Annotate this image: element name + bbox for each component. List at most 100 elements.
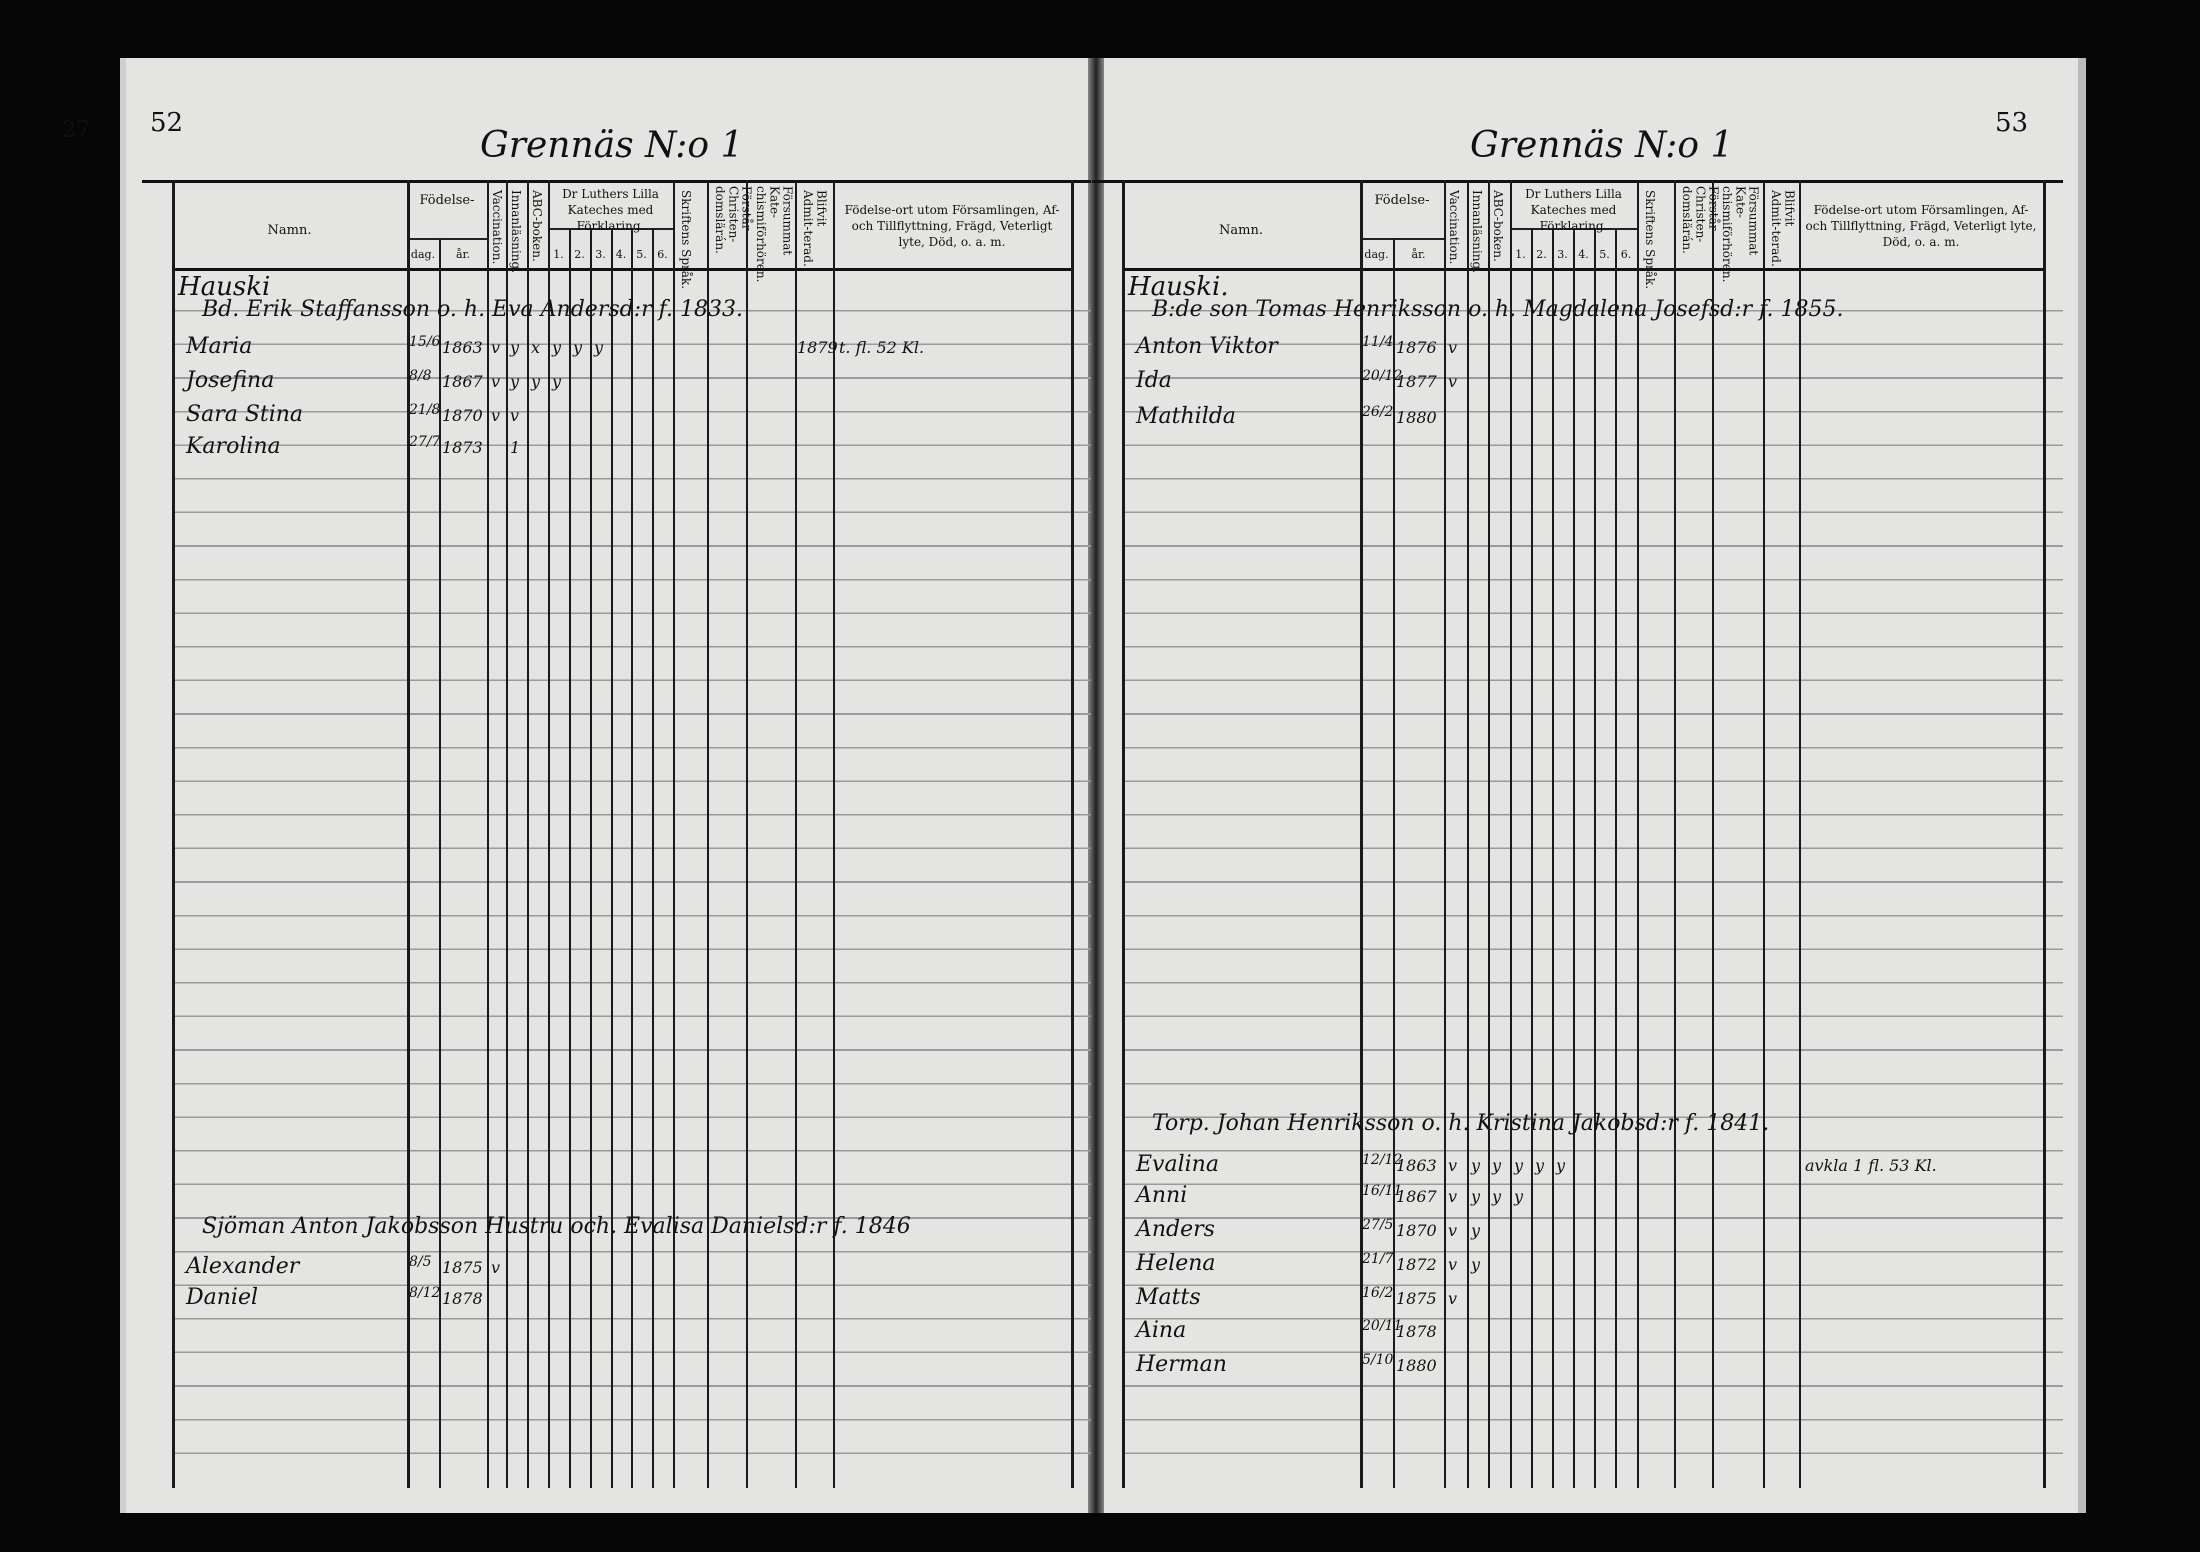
header-fodelseort: Födelse-ort utom Församlingen, Af- och T… bbox=[1805, 203, 2037, 250]
header-forsummat: Försummat Kate-chismiförhören. bbox=[1720, 186, 1761, 283]
birth-day: 5/10 bbox=[1362, 1352, 1394, 1368]
column-divider bbox=[611, 228, 613, 1488]
record-mark: v bbox=[1448, 1255, 1458, 1274]
header-blifvit: Blifvit Admit-terad. bbox=[1769, 190, 1797, 267]
birth-day: 12/12 bbox=[1362, 1152, 1403, 1168]
birth-year: 1863 bbox=[442, 338, 483, 357]
birth-day: 27/7 bbox=[409, 434, 441, 450]
column-divider bbox=[1637, 180, 1639, 1488]
ruled-lines bbox=[1122, 278, 2063, 1478]
birth-year: 1880 bbox=[1396, 408, 1437, 427]
column-divider bbox=[1122, 180, 1125, 1488]
column-divider bbox=[172, 180, 175, 1488]
header-skriftens: Skriftens Språk. bbox=[1643, 190, 1658, 290]
record-mark: y bbox=[1556, 1156, 1566, 1175]
header-forstar: Förstår Christen-domslärán. bbox=[1680, 186, 1721, 254]
column-divider bbox=[1467, 180, 1469, 1488]
column-divider bbox=[548, 180, 550, 1488]
record-mark: y bbox=[594, 338, 604, 357]
header-fodelse: Födelse- bbox=[1374, 193, 1430, 208]
member-name: Anton Viktor bbox=[1136, 334, 1278, 359]
birth-year: 1867 bbox=[1396, 1187, 1437, 1206]
column-divider bbox=[487, 180, 489, 1488]
header-fodelse: Födelse- bbox=[419, 193, 475, 208]
birth-day: 16/11 bbox=[1362, 1183, 1403, 1199]
birth-day: 8/5 bbox=[409, 1254, 432, 1270]
birth-year: 1877 bbox=[1396, 372, 1437, 391]
birth-day: 21/7 bbox=[1362, 1251, 1394, 1267]
surname-heading: Hauski. bbox=[1128, 272, 1229, 302]
record-mark: v bbox=[491, 406, 501, 425]
header-vaccination: Vaccination. bbox=[1447, 190, 1462, 265]
record-mark: y bbox=[1514, 1156, 1524, 1175]
header-forstar: Förstår Christen-domslärán. bbox=[713, 186, 754, 254]
header-ar: år. bbox=[1411, 248, 1426, 261]
header-katekes-num: 6. bbox=[657, 248, 668, 261]
column-divider bbox=[1763, 180, 1765, 1488]
column-divider bbox=[1615, 228, 1617, 1488]
member-note: avkla 1 fl. 53 Kl. bbox=[1805, 1156, 1937, 1175]
header-innanlasning: Innanläsning. bbox=[509, 190, 524, 274]
column-divider bbox=[631, 228, 633, 1488]
fodelse-subrule bbox=[1360, 238, 1444, 240]
surname-heading: Hauski bbox=[178, 272, 271, 302]
column-divider bbox=[2043, 180, 2046, 1488]
column-divider bbox=[1531, 228, 1533, 1488]
record-mark: v bbox=[1448, 1289, 1458, 1308]
header-katekes-num: 5. bbox=[636, 248, 647, 261]
column-divider bbox=[1444, 180, 1446, 1488]
member-name: Anders bbox=[1136, 1217, 1215, 1242]
record-mark: y bbox=[1471, 1255, 1481, 1274]
record-mark: y bbox=[531, 372, 541, 391]
fodelse-subrule bbox=[407, 238, 487, 240]
header-katekes-num: 3. bbox=[595, 248, 606, 261]
column-divider bbox=[407, 180, 410, 1488]
record-mark: y bbox=[1514, 1187, 1524, 1206]
record-mark: y bbox=[510, 338, 520, 357]
header-dag: dag. bbox=[410, 248, 436, 261]
column-divider bbox=[527, 180, 529, 1488]
birth-year: 1878 bbox=[442, 1289, 483, 1308]
record-mark: y bbox=[552, 372, 562, 391]
page-number: 52 bbox=[150, 108, 184, 138]
record-mark: y bbox=[510, 372, 520, 391]
column-divider bbox=[652, 228, 654, 1488]
record-mark: v bbox=[1448, 1156, 1458, 1175]
birth-day: 8/8 bbox=[409, 368, 432, 384]
birth-day: 20/11 bbox=[1362, 1318, 1403, 1334]
page-title: Grennäs N:o 1 bbox=[480, 125, 744, 166]
column-divider bbox=[1510, 180, 1512, 1488]
column-divider bbox=[506, 180, 508, 1488]
member-name: Aina bbox=[1136, 1318, 1187, 1343]
record-mark: v bbox=[491, 1258, 501, 1277]
member-note: t. fl. 52 Kl. bbox=[839, 338, 925, 357]
column-divider bbox=[1594, 228, 1596, 1488]
column-divider bbox=[1360, 180, 1363, 1488]
household-head: B:de son Tomas Henriksson o. h. Magdalen… bbox=[1152, 297, 1844, 322]
header-katekes-num: 2. bbox=[574, 248, 585, 261]
column-divider bbox=[673, 180, 675, 1488]
header-top-rule bbox=[1092, 180, 2063, 183]
birth-year: 1873 bbox=[442, 438, 483, 457]
household-head: Sjöman Anton Jakobsson Hustru och. Evali… bbox=[202, 1214, 911, 1239]
record-mark: v bbox=[1448, 1187, 1458, 1206]
header-katekes-num: 6. bbox=[1620, 248, 1632, 261]
member-name: Maria bbox=[186, 334, 253, 359]
member-name: Ida bbox=[1136, 368, 1172, 393]
header-katekes-num: 3. bbox=[1557, 248, 1568, 261]
header-namn: Namn. bbox=[1219, 223, 1263, 238]
record-mark: v bbox=[1448, 338, 1458, 357]
column-divider bbox=[833, 180, 835, 1488]
header-abc: ABC-boken. bbox=[1491, 190, 1506, 262]
birth-year: 1876 bbox=[1396, 338, 1437, 357]
column-divider bbox=[746, 180, 748, 1488]
column-divider bbox=[1393, 238, 1395, 1488]
household-head: Bd. Erik Staffansson o. h. Eva Andersd:r… bbox=[202, 297, 743, 322]
record-mark: y bbox=[552, 338, 562, 357]
birth-day: 15/6 bbox=[409, 334, 441, 350]
header-ar: år. bbox=[455, 248, 471, 261]
member-name: Evalina bbox=[1136, 1152, 1219, 1177]
member-name: Josefina bbox=[186, 368, 275, 393]
header-innanlasning: Innanläsning. bbox=[1470, 190, 1485, 274]
record-mark: y bbox=[1471, 1156, 1481, 1175]
